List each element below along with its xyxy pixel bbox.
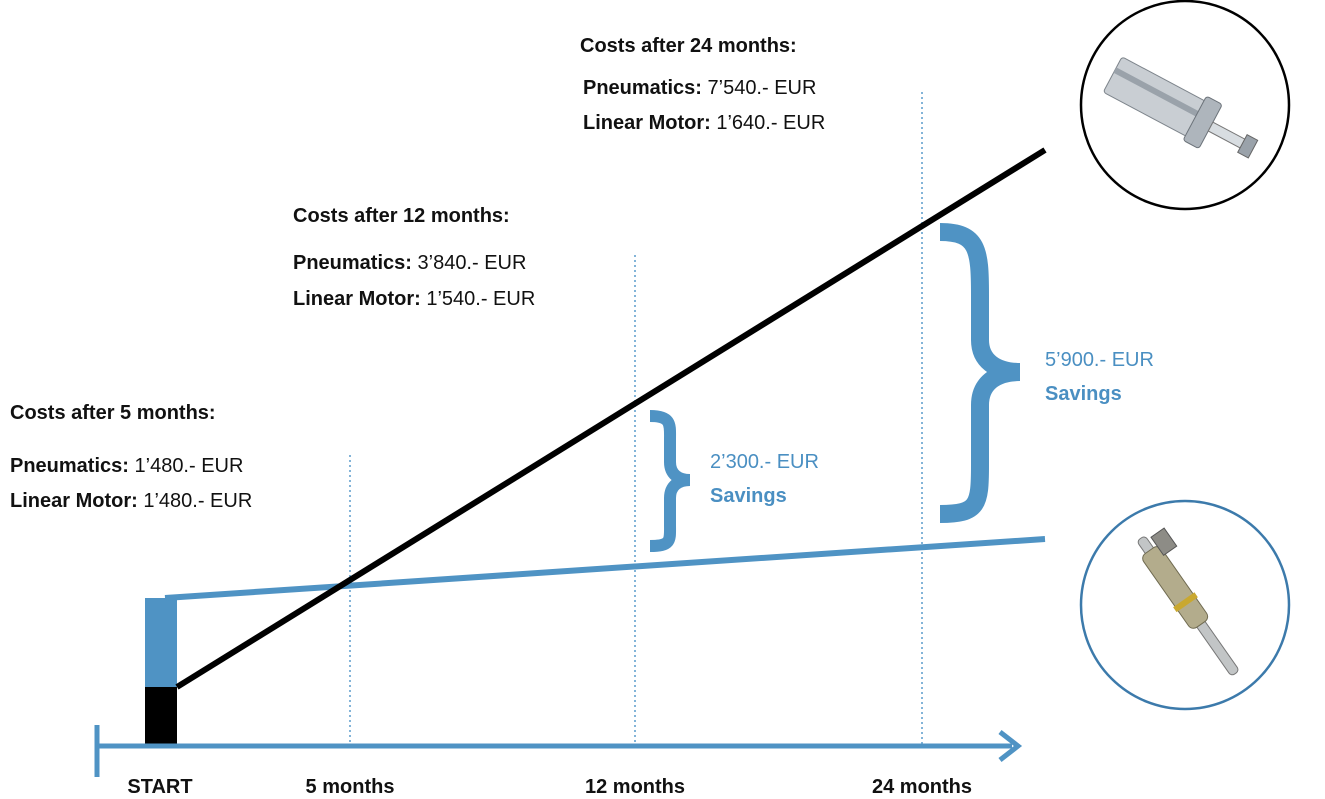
cost-row: Linear Motor: 1’540.- EUR [293,288,535,310]
linear-motor-line [165,539,1045,598]
cost-row: Pneumatics: 7’540.- EUR [583,77,816,99]
cost-label: Pneumatics: [10,455,129,477]
cost-value: 1’480.- EUR [143,490,252,512]
axis-label: START [127,776,192,798]
cost-value: 1’480.- EUR [135,455,244,477]
linear-motor-icon [1081,501,1289,709]
axis-label: 12 months [585,776,685,798]
savings-brace [940,232,1020,514]
cost-label: Linear Motor: [10,490,138,512]
cost-label: Linear Motor: [293,288,421,310]
linear-motor-start-bar [145,598,177,687]
cost-row: Pneumatics: 1’480.- EUR [10,455,243,477]
pneumatics-line [177,150,1045,687]
savings-brace [650,416,690,546]
savings-amount: 2’300.- EUR [710,451,819,473]
diagram: START 5 months 12 months 24 months 2’300… [0,0,1325,799]
cost-row: Pneumatics: 3’840.- EUR [293,252,526,274]
page: body { margin: 0; width: 1325px; height:… [0,0,1325,799]
body: { "blocks": [ {"title": "Costs after 24 … [0,0,1325,799]
block-title: Costs after 12 months: [293,205,510,227]
block-title: Costs after 24 months: [580,35,797,57]
axis-label: 24 months [872,776,972,798]
axis-label: 5 months [306,776,395,798]
savings-label: Savings [1045,383,1122,405]
savings-label: Savings [710,485,787,507]
cost-value: 1’540.- EUR [426,288,535,310]
cost-row: Linear Motor: 1’640.- EUR [583,112,825,134]
cost-row: Linear Motor: 1’480.- EUR [10,490,252,512]
cost-value: 1’640.- EUR [716,112,825,134]
pneumatic-cylinder-icon [1081,1,1289,209]
block-title: Costs after 5 months: [10,402,216,424]
savings-amount: 5’900.- EUR [1045,349,1154,371]
cost-value: 3’840.- EUR [418,252,527,274]
cost-label: Pneumatics: [583,77,702,99]
cost-value: 7’540.- EUR [708,77,817,99]
pneumatics-start-bar [145,687,177,745]
cost-label: Pneumatics: [293,252,412,274]
cost-label: Linear Motor: [583,112,711,134]
